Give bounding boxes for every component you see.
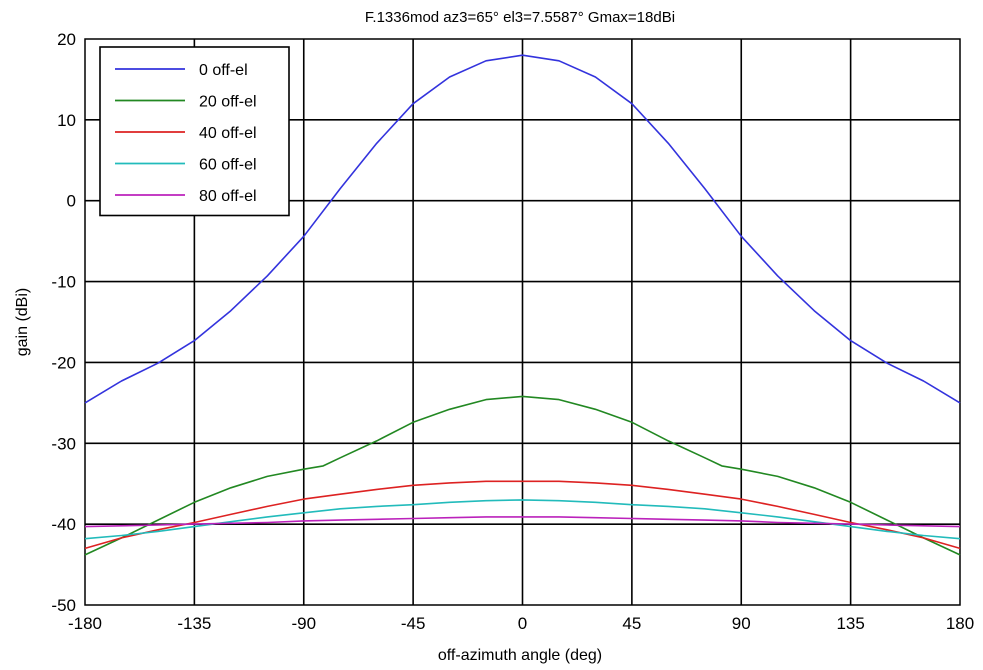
y-axis-label: gain (dBi): [14, 288, 31, 356]
y-tick-label: 10: [57, 111, 76, 130]
y-tick-label: -10: [51, 273, 76, 292]
x-tick-label: 90: [732, 614, 751, 633]
chart-title: F.1336mod az3=65° el3=7.5587° Gmax=18dBi: [365, 9, 675, 26]
x-axis-ticks: -180 -135 -90 -45 0 45 90 135 180: [68, 614, 974, 633]
series-line-3: [84, 499, 961, 540]
series-line-4: [84, 516, 961, 528]
y-tick-label: -20: [51, 353, 76, 372]
legend-label: 80 off-el: [199, 188, 257, 205]
legend-label: 0 off-el: [199, 62, 248, 79]
y-tick-label: -50: [51, 596, 76, 615]
x-tick-label: -135: [177, 614, 211, 633]
x-tick-label: -90: [291, 614, 316, 633]
y-tick-label: -40: [51, 515, 76, 534]
plot-frame: [84, 38, 961, 606]
series-lines: [84, 54, 961, 556]
legend-label: 40 off-el: [199, 125, 257, 142]
y-tick-label: -30: [51, 434, 76, 453]
x-axis-label: off-azimuth angle (deg): [438, 647, 602, 664]
legend-label: 20 off-el: [199, 94, 257, 111]
x-tick-label: 180: [946, 614, 974, 633]
x-tick-label: -45: [401, 614, 426, 633]
x-tick-label: 0: [518, 614, 527, 633]
series-line-1: [84, 395, 961, 556]
y-tick-label: 20: [57, 30, 76, 49]
x-tick-label: 45: [622, 614, 641, 633]
legend: 0 off-el 20 off-el 40 off-el 60 off-el 80 of…: [99, 46, 290, 217]
series-line-2: [84, 480, 961, 550]
series-line-0: [84, 54, 961, 404]
legend-label: 60 off-el: [199, 157, 257, 174]
x-tick-label: -180: [68, 614, 102, 633]
x-tick-label: 135: [836, 614, 864, 633]
y-axis-ticks: 20 10 0 -10 -20 -30 -40 -50: [51, 30, 76, 615]
y-tick-label: 0: [67, 192, 76, 211]
